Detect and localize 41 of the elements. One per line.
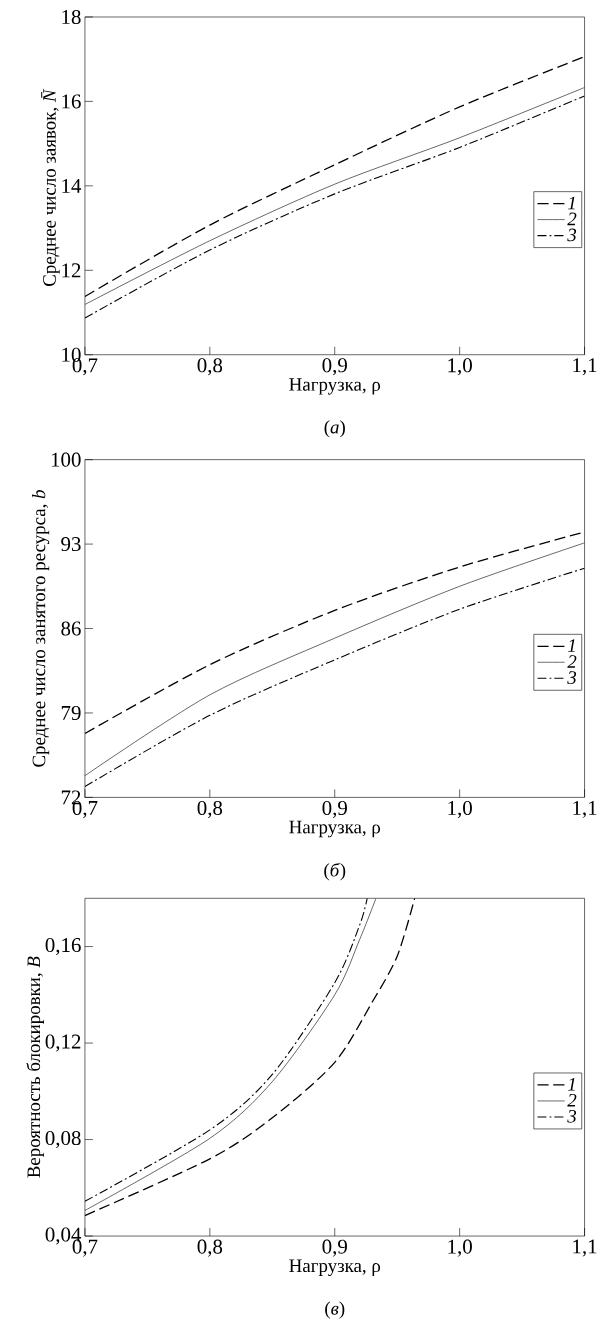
text: (в) [325, 1301, 345, 1319]
y-tick-label: 16 [62, 94, 81, 109]
y-tick-label: 100 [51, 452, 81, 467]
x-tick-label: 0,9 [322, 1239, 347, 1257]
legend-label: 2 [567, 1093, 577, 1107]
x-tick-label: 1,0 [448, 358, 472, 376]
legend-label: 3 [567, 671, 577, 684]
x-axis-title: Нагрузка, ρ [289, 1259, 381, 1276]
legend-label: 3 [567, 228, 577, 242]
x-axis-title: Нагрузка, ρ [289, 378, 381, 395]
legend-label: 2 [567, 655, 577, 668]
x-axis-title: Нагрузка, ρ [289, 820, 381, 838]
y-tick-label: 79 [61, 705, 81, 720]
y-axis-title: Среднее число занятого ресурса, b [32, 490, 50, 767]
y-tick-label: 0,16 [45, 938, 81, 956]
y-tick-label: 14 [62, 178, 82, 193]
legend-label: 1 [568, 639, 575, 652]
x-tick-label: 1,0 [448, 800, 472, 819]
text: (а) [324, 420, 345, 438]
x-tick-label: 0,8 [197, 358, 223, 376]
x-tick-label: 1,1 [573, 358, 597, 376]
legend-label: 1 [568, 1077, 575, 1091]
legend-label: 2 [567, 212, 577, 226]
x-tick-label: 0,8 [197, 800, 223, 819]
y-tick-label: 93 [61, 537, 81, 552]
legend-label: 1 [568, 196, 575, 210]
x-tick-label: 0,9 [322, 358, 347, 376]
y-tick-label: 12 [62, 263, 81, 278]
x-tick-label: 1,1 [573, 1239, 597, 1257]
y-tick-label: 18 [62, 9, 81, 25]
x-tick-label: 0,8 [197, 1239, 223, 1257]
legend-label: 3 [567, 1109, 577, 1123]
x-tick-label: 1,1 [573, 800, 597, 818]
y-axis-title: Среднее число заявок, N̄ [41, 88, 60, 286]
y-tick-label: 0,12 [45, 1034, 81, 1052]
y-axis-title: Вероятность блокировки, B [26, 956, 45, 1178]
y-tick-label: 86 [61, 621, 81, 636]
y-tick-label: 0,08 [45, 1131, 81, 1149]
x-tick-label: 0,9 [322, 800, 347, 819]
x-tick-label: 1,0 [448, 1239, 472, 1257]
text: (б) [324, 862, 346, 881]
